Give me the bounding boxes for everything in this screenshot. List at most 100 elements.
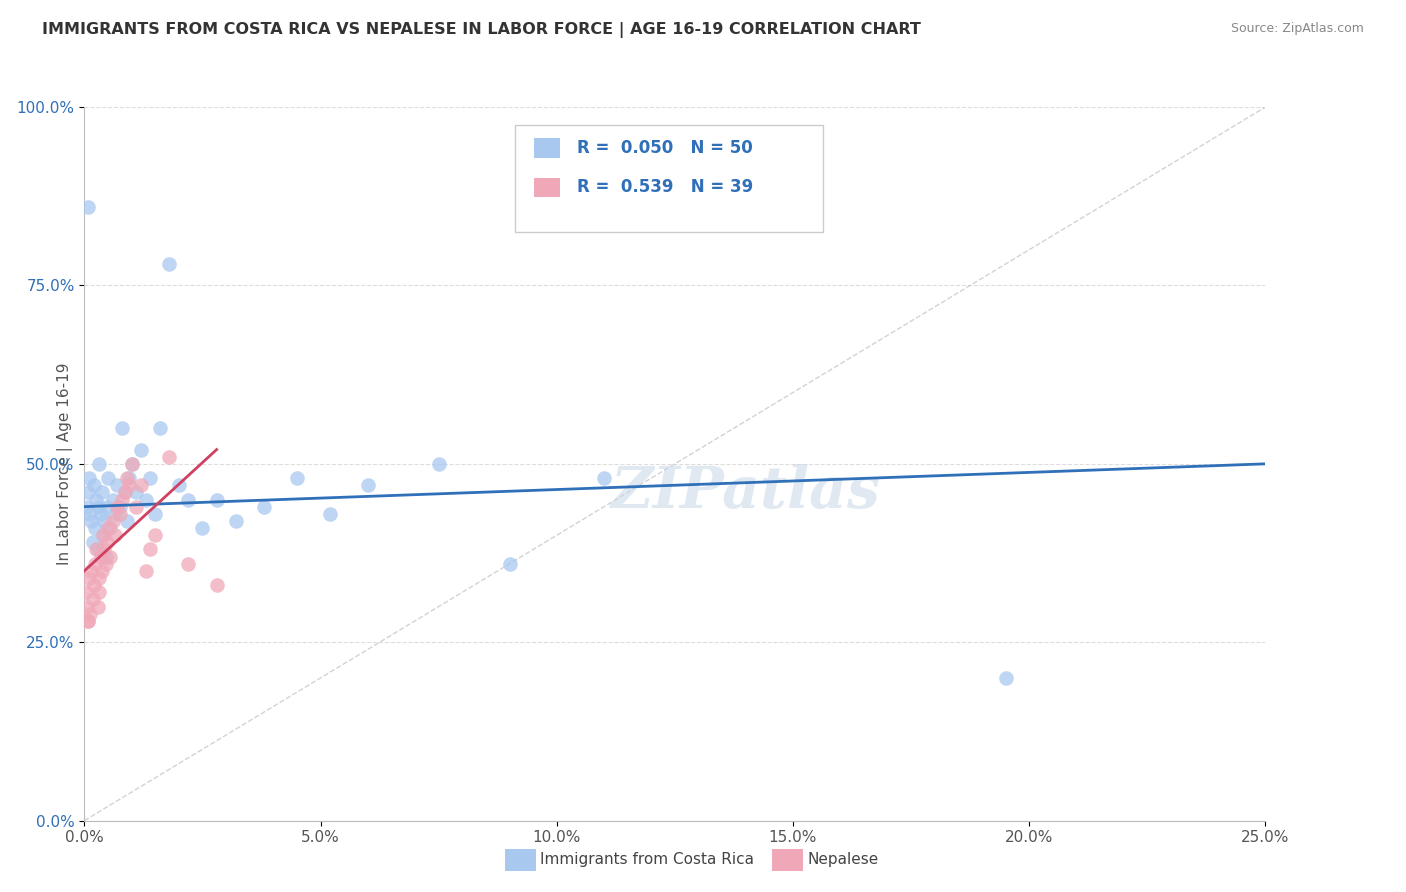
Point bbox=[994, 671, 1017, 685]
Point bbox=[76, 200, 98, 214]
Point bbox=[118, 471, 141, 485]
Point bbox=[143, 507, 166, 521]
Point bbox=[125, 485, 148, 500]
Point bbox=[87, 457, 110, 471]
Point bbox=[107, 478, 129, 492]
Text: IMMIGRANTS FROM COSTA RICA VS NEPALESE IN LABOR FORCE | AGE 16-19 CORRELATION CH: IMMIGRANTS FROM COSTA RICA VS NEPALESE I… bbox=[42, 22, 921, 38]
Point bbox=[96, 500, 118, 514]
Point bbox=[76, 500, 98, 514]
Point bbox=[121, 457, 143, 471]
Point bbox=[357, 478, 380, 492]
Point bbox=[107, 500, 129, 514]
Point bbox=[98, 549, 121, 564]
Point bbox=[167, 478, 190, 492]
Point bbox=[96, 535, 118, 549]
Point bbox=[111, 492, 134, 507]
Point bbox=[91, 528, 114, 542]
Point bbox=[94, 549, 117, 564]
Point bbox=[498, 557, 520, 571]
Point bbox=[77, 485, 100, 500]
Point bbox=[77, 571, 100, 585]
Point bbox=[108, 500, 131, 514]
Point bbox=[97, 521, 120, 535]
Point bbox=[177, 557, 200, 571]
Point bbox=[80, 564, 103, 578]
Text: R =  0.539   N = 39: R = 0.539 N = 39 bbox=[576, 178, 754, 196]
Text: Immigrants from Costa Rica: Immigrants from Costa Rica bbox=[540, 853, 754, 867]
Text: R =  0.050   N = 50: R = 0.050 N = 50 bbox=[576, 139, 752, 157]
Point bbox=[593, 471, 616, 485]
Point bbox=[104, 507, 127, 521]
Point bbox=[79, 607, 101, 621]
Point bbox=[98, 521, 121, 535]
Point bbox=[75, 585, 97, 599]
Point bbox=[139, 542, 162, 557]
Point bbox=[157, 257, 180, 271]
Point bbox=[90, 507, 112, 521]
Point bbox=[115, 471, 138, 485]
Point bbox=[129, 478, 152, 492]
Text: Nepalese: Nepalese bbox=[807, 853, 879, 867]
Point bbox=[82, 535, 104, 549]
Text: Source: ZipAtlas.com: Source: ZipAtlas.com bbox=[1230, 22, 1364, 36]
Point bbox=[84, 492, 107, 507]
Point bbox=[118, 478, 141, 492]
Point bbox=[121, 457, 143, 471]
Point bbox=[93, 542, 115, 557]
Point bbox=[94, 557, 117, 571]
Point bbox=[285, 471, 308, 485]
Point bbox=[108, 507, 131, 521]
Point bbox=[205, 578, 228, 592]
Point bbox=[191, 521, 214, 535]
Point bbox=[427, 457, 450, 471]
Point bbox=[76, 599, 98, 614]
Point bbox=[86, 542, 108, 557]
Point bbox=[129, 442, 152, 457]
Point bbox=[82, 592, 104, 607]
FancyBboxPatch shape bbox=[516, 125, 823, 232]
Point bbox=[93, 514, 115, 528]
Point bbox=[90, 549, 112, 564]
Point bbox=[101, 514, 124, 528]
Point bbox=[91, 485, 114, 500]
Point bbox=[89, 585, 111, 599]
Point bbox=[79, 507, 101, 521]
FancyBboxPatch shape bbox=[534, 138, 561, 158]
Point bbox=[91, 564, 114, 578]
Point bbox=[77, 614, 100, 628]
Point bbox=[101, 492, 124, 507]
Point bbox=[87, 571, 110, 585]
Point bbox=[84, 542, 107, 557]
Point bbox=[86, 599, 108, 614]
Point bbox=[97, 471, 120, 485]
Point bbox=[114, 485, 136, 500]
Point bbox=[135, 492, 157, 507]
Point bbox=[114, 485, 136, 500]
Point bbox=[77, 471, 100, 485]
Point bbox=[91, 528, 114, 542]
Point bbox=[83, 478, 105, 492]
Text: ZIPatlas: ZIPatlas bbox=[610, 464, 880, 521]
Point bbox=[225, 514, 247, 528]
Point bbox=[139, 471, 162, 485]
Point bbox=[111, 421, 134, 435]
Point bbox=[83, 578, 105, 592]
FancyBboxPatch shape bbox=[534, 178, 561, 197]
Point bbox=[76, 614, 98, 628]
Point bbox=[89, 500, 111, 514]
Point bbox=[115, 514, 138, 528]
Point bbox=[149, 421, 172, 435]
Point bbox=[104, 528, 127, 542]
Y-axis label: In Labor Force | Age 16-19: In Labor Force | Age 16-19 bbox=[58, 362, 73, 566]
Point bbox=[253, 500, 276, 514]
Point bbox=[125, 500, 148, 514]
Point bbox=[177, 492, 200, 507]
Point bbox=[157, 450, 180, 464]
Point bbox=[319, 507, 342, 521]
Point bbox=[83, 521, 105, 535]
Point bbox=[135, 564, 157, 578]
Point bbox=[205, 492, 228, 507]
Point bbox=[80, 514, 103, 528]
Point bbox=[83, 557, 105, 571]
Point bbox=[143, 528, 166, 542]
